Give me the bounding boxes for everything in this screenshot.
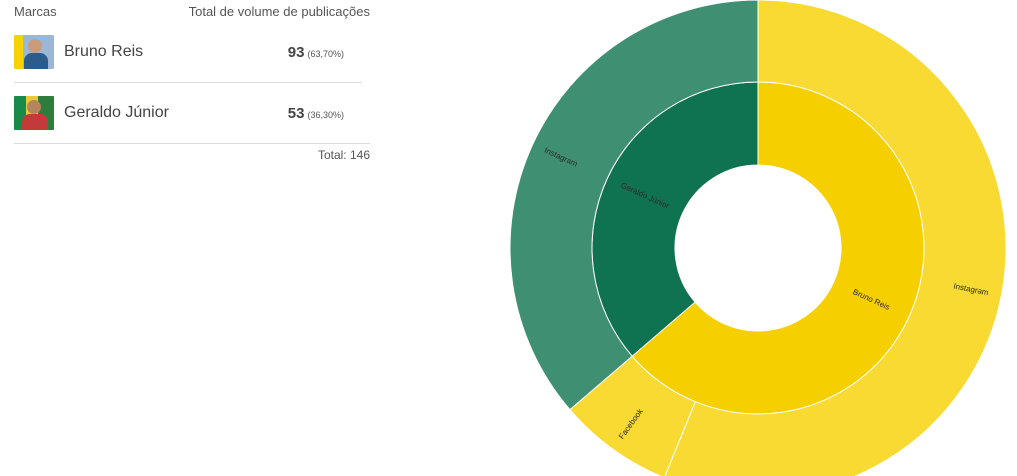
sunburst-outer-slice[interactable] bbox=[664, 0, 1007, 476]
table-row-geraldo-junior[interactable]: Geraldo Júnior 53 (36,30%) bbox=[14, 83, 370, 143]
brand-percent: (63,70%) bbox=[307, 48, 344, 59]
table-row-bruno-reis[interactable]: Bruno Reis 93 (63,70%) bbox=[14, 22, 370, 82]
brand-table: Marcas Total de volume de publicações Br… bbox=[14, 0, 370, 162]
sunburst-outer-slice[interactable] bbox=[509, 0, 759, 411]
brand-name: Bruno Reis bbox=[64, 43, 144, 60]
brand-percent: (36,30%) bbox=[307, 109, 344, 120]
avatar bbox=[14, 35, 54, 69]
row-divider bbox=[14, 143, 370, 144]
row-divider bbox=[14, 82, 362, 83]
brand-value: 53 (36,30%) bbox=[288, 105, 344, 122]
brand-value: 93 (63,70%) bbox=[288, 44, 344, 61]
avatar bbox=[14, 96, 54, 130]
table-header: Marcas Total de volume de publicações bbox=[14, 0, 370, 22]
header-brands: Marcas bbox=[14, 3, 57, 19]
brand-count: 53 bbox=[287, 104, 305, 122]
table-total: Total: 146 bbox=[317, 148, 370, 162]
brand-name: Geraldo Júnior bbox=[64, 104, 169, 121]
header-total-volume: Total de volume de publicações bbox=[188, 3, 370, 19]
brand-count: 93 bbox=[287, 43, 305, 61]
